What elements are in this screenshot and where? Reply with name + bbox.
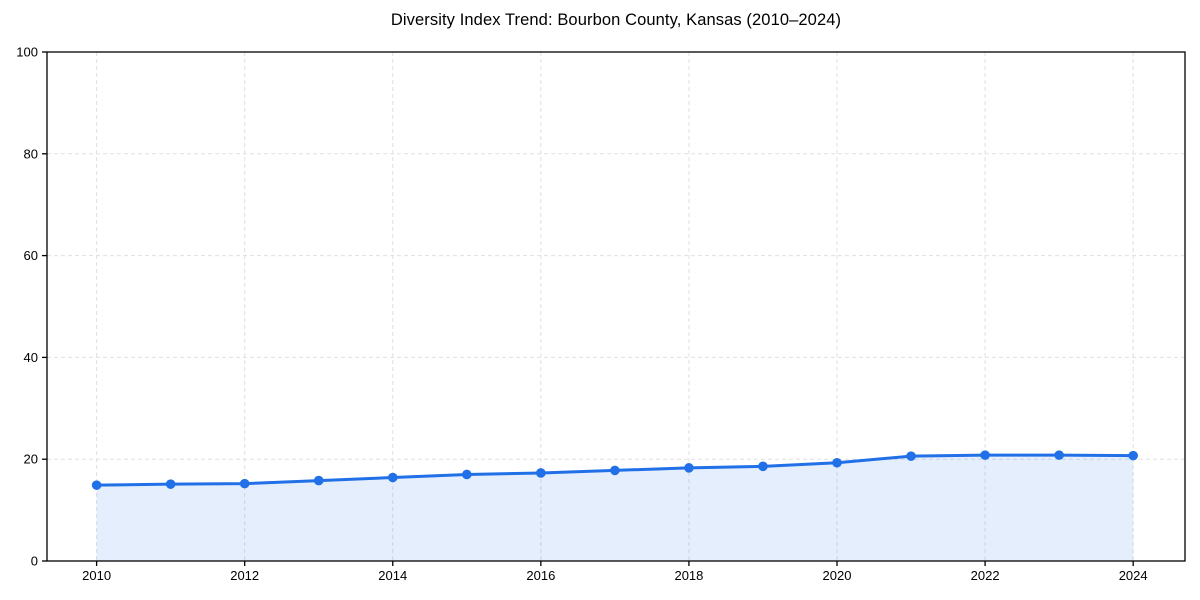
y-tick-label: 100 — [16, 45, 38, 60]
data-point — [1054, 450, 1064, 460]
data-point — [758, 461, 768, 472]
data-point — [980, 450, 990, 460]
y-tick-label: 80 — [24, 146, 38, 161]
data-point — [165, 479, 176, 489]
data-point — [832, 457, 842, 468]
y-tick-label: 60 — [24, 248, 38, 263]
data-point — [91, 480, 102, 490]
data-point — [313, 475, 324, 486]
x-tick-label: 2024 — [1119, 568, 1148, 583]
area-fill — [96, 455, 1134, 561]
plot-border — [46, 51, 1186, 562]
x-tick-label: 2016 — [526, 568, 555, 583]
data-point — [1128, 450, 1138, 461]
data-point — [906, 451, 916, 461]
y-tick-label: 0 — [31, 554, 38, 569]
data-point — [536, 468, 546, 478]
data-point — [684, 463, 694, 473]
chart-title: Diversity Index Trend: Bourbon County, K… — [390, 11, 842, 29]
data-point — [462, 469, 472, 480]
x-tick-label: 2012 — [230, 568, 259, 583]
data-point — [387, 472, 398, 483]
y-tick-label: 20 — [24, 452, 38, 467]
x-tick-label: 2022 — [971, 568, 1000, 583]
y-tick-label: 40 — [24, 350, 38, 365]
x-tick-label: 2010 — [82, 568, 111, 583]
x-tick-label: 2020 — [823, 568, 852, 583]
x-tick-label: 2018 — [674, 568, 703, 583]
x-tick-label: 2014 — [378, 568, 407, 583]
data-point — [610, 465, 620, 476]
data-point — [239, 478, 250, 489]
